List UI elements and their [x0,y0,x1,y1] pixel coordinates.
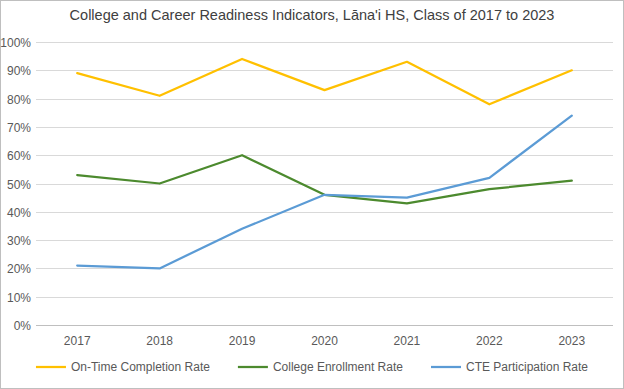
grid-line [36,240,613,241]
chart-border [1,1,624,389]
grid-line [36,42,613,43]
y-tick-label: 50% [7,178,31,192]
legend: On-Time Completion Rate College Enrollmen… [36,360,588,374]
legend-label: College Enrollment Rate [273,360,403,374]
y-tick-label: 90% [7,64,31,78]
x-tick-label: 2018 [146,334,173,348]
y-tick-label: 100% [0,36,31,50]
y-tick-label: 80% [7,93,31,107]
x-tick-label: 2022 [476,334,503,348]
grid-line [36,212,613,213]
series-line [77,59,572,104]
y-tick-label: 40% [7,206,31,220]
x-tick-label: 2021 [394,334,421,348]
x-tick-label: 2023 [558,334,585,348]
grid-line [36,70,613,71]
series-line [77,116,572,269]
grid-line [36,297,613,298]
legend-label: CTE Participation Rate [466,360,588,374]
legend-swatch [431,366,461,368]
y-tick-label: 20% [7,262,31,276]
y-tick-label: 10% [7,291,31,305]
legend-label: On-Time Completion Rate [71,360,210,374]
y-tick-label: 60% [7,149,31,163]
series-line [77,155,572,203]
y-tick-label: 30% [7,234,31,248]
x-tick-label: 2020 [311,334,338,348]
legend-swatch [36,366,66,368]
grid-line [36,127,613,128]
legend-swatch [238,366,268,368]
title: College and Career Readiness Indicators,… [70,7,555,23]
y-tick-label: 0% [14,319,32,333]
plot-area [77,59,572,268]
grid-line [36,155,613,156]
chart: College and Career Readiness Indicators,… [0,0,624,389]
x-tick-label: 2017 [64,334,91,348]
x-tick-label: 2019 [229,334,256,348]
y-tick-label: 70% [7,121,31,135]
grid-line [36,99,613,100]
grid-line [36,325,613,326]
